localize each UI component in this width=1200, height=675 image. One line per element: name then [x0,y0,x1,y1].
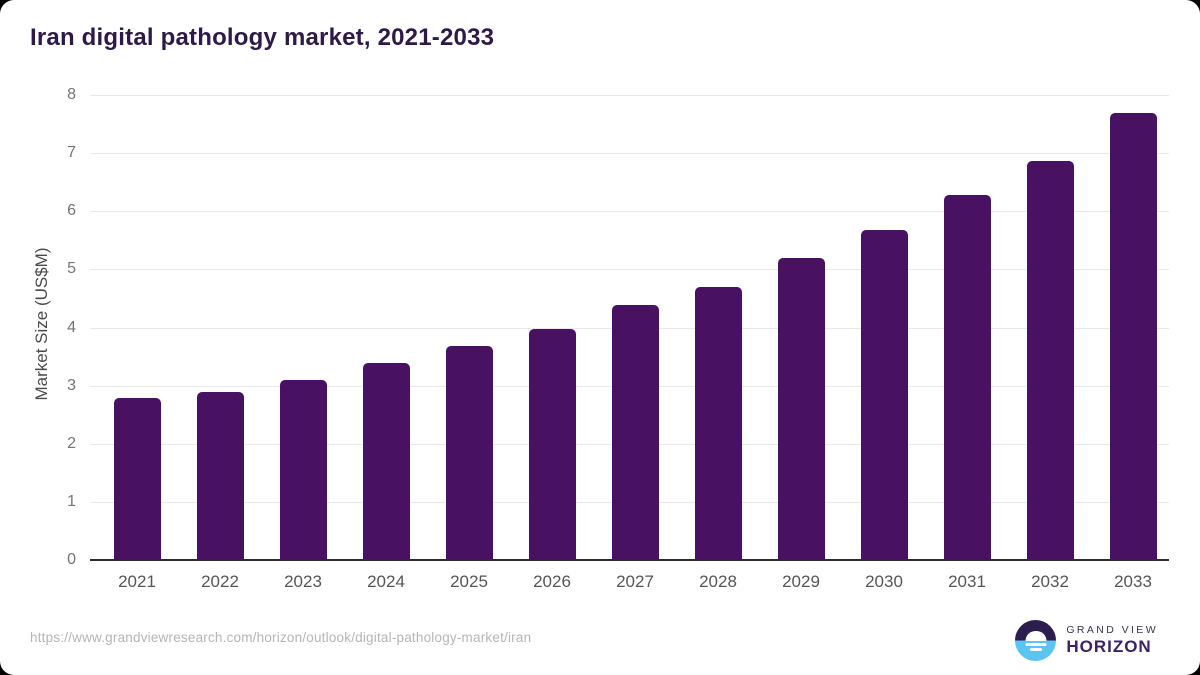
bar-2029 [777,258,825,560]
x-tick-label-2028: 2028 [699,572,737,591]
bar-2025 [445,345,493,560]
bar-2031 [943,194,991,560]
y-tick-label-4: 4 [67,318,76,336]
bar-2026 [528,328,576,560]
x-tick-label-2023: 2023 [284,572,322,591]
logo-brand-name: GRAND VIEW [1066,624,1158,636]
x-tick-label-2026: 2026 [533,572,571,591]
bar-2032 [1026,160,1074,560]
sunrise-horizon-icon [1015,620,1057,661]
x-tick-label-2029: 2029 [782,572,820,591]
x-tick-label-2022: 2022 [201,572,239,591]
bar-2022 [196,392,244,560]
gridline-y-6 [90,211,1169,213]
grandview-horizon-logo: GRAND VIEW HORIZON [1015,620,1158,661]
x-axis-line [90,559,1169,561]
gridline-y-7 [90,153,1169,155]
x-tick-label-2033: 2033 [1114,572,1152,591]
y-tick-label-6: 6 [67,202,76,220]
x-tick-label-2024: 2024 [367,572,405,591]
y-tick-label-2: 2 [67,434,76,452]
bar-chart-plot-area: 0 1 2 3 4 5 6 7 8 2021 2022 2023 2024 2025 2026 2027 202… [67,86,1169,591]
y-tick-label-0: 0 [67,551,76,568]
source-url: https://www.grandviewresearch.com/horizo… [30,630,532,645]
y-tick-label-1: 1 [67,492,76,510]
bar-2023 [279,380,327,560]
bar-2028 [694,287,742,560]
gridline-y-8 [90,95,1169,96]
y-tick-label-8: 8 [67,86,76,103]
x-tick-label-2030: 2030 [865,572,903,591]
y-tick-label-7: 7 [67,144,76,162]
logo-product-name: HORIZON [1066,637,1152,656]
x-tick-label-2021: 2021 [118,572,156,591]
y-tick-label-3: 3 [67,376,76,394]
logo-wordmark: GRAND VIEW HORIZON [1066,624,1158,657]
x-tick-label-2027: 2027 [616,572,654,591]
chart-title: Iran digital pathology market, 2021-2033 [30,24,495,51]
bar-2033 [1109,113,1157,560]
x-tick-label-2031: 2031 [948,572,986,591]
logo-sun-shape [1025,631,1047,641]
logo-reflection-stripe [1029,648,1042,651]
bar-2024 [362,362,410,560]
logo-reflection-stripe [1025,642,1047,646]
x-tick-label-2032: 2032 [1031,572,1069,591]
bar-2021 [113,398,161,560]
bar-2027 [611,305,659,560]
bar-2030 [860,229,908,560]
x-tick-label-2025: 2025 [450,572,488,591]
y-tick-label-5: 5 [67,260,76,278]
gridline-y-5 [90,269,1169,271]
